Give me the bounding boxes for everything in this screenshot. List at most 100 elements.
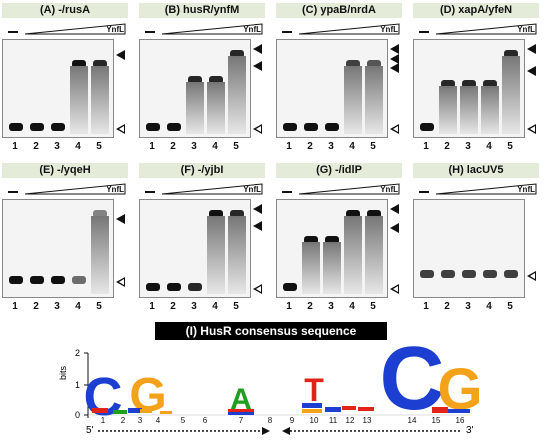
gel-smear bbox=[344, 66, 362, 134]
ynfl-label: YnfL bbox=[517, 25, 535, 34]
gel-band bbox=[230, 50, 244, 58]
complex-arrow-icon bbox=[116, 214, 125, 224]
lane-numbers: 1 2 3 4 5 bbox=[413, 141, 523, 153]
position-label: 14 bbox=[408, 416, 417, 425]
complex-arrow-icon bbox=[390, 204, 399, 214]
control-lane-dash bbox=[8, 31, 18, 33]
ynfl-label: YnfL bbox=[106, 185, 124, 194]
lane-number: 2 bbox=[444, 141, 450, 152]
small-C-pos11 bbox=[325, 407, 341, 412]
gel-band bbox=[325, 236, 339, 244]
control-lane-dash bbox=[145, 31, 155, 33]
letter-A-pos7: A bbox=[230, 383, 252, 416]
lane-numbers: 1 2 3 4 5 bbox=[413, 301, 523, 313]
free-dna-arrow-icon bbox=[390, 124, 399, 134]
small-T-pos13 bbox=[358, 407, 374, 411]
gel-band bbox=[209, 210, 223, 218]
gel-band bbox=[93, 60, 107, 68]
gel-smear bbox=[302, 242, 320, 294]
lane-number: 3 bbox=[465, 301, 471, 312]
lane-number: 1 bbox=[149, 141, 155, 152]
lane-number: 2 bbox=[307, 301, 313, 312]
panel-title: (B) husR/ynfM bbox=[139, 3, 265, 18]
gel-band bbox=[93, 210, 107, 218]
complex-arrow-icon bbox=[390, 223, 399, 233]
letter-C-pos14: C bbox=[380, 335, 445, 429]
gel-image bbox=[413, 39, 525, 138]
lane-number: 1 bbox=[423, 301, 429, 312]
position-label: 9 bbox=[290, 416, 295, 425]
gel-smear bbox=[228, 56, 246, 134]
gel-band bbox=[420, 270, 434, 278]
lane-number: 4 bbox=[486, 301, 492, 312]
complex-arrow-icon bbox=[390, 44, 399, 54]
concentration-wedge bbox=[299, 183, 400, 195]
lane-number: 5 bbox=[370, 141, 376, 152]
position-label: 15 bbox=[432, 416, 441, 425]
gel-panel-g: (G) -/idlP YnfL 1 2 3 4 5 bbox=[274, 163, 406, 318]
lane-number: 1 bbox=[12, 301, 18, 312]
free-dna-arrow-icon bbox=[116, 277, 125, 287]
logo-title: (I) HusR consensus sequence bbox=[155, 322, 387, 340]
concentration-wedge bbox=[25, 23, 126, 35]
small-C-pos3 bbox=[128, 408, 142, 413]
small-C-pos7 bbox=[228, 412, 254, 415]
position-label: 2 bbox=[121, 416, 126, 425]
gel-panel-b: (B) husR/ynfM YnfL 1 2 3 4 5 bbox=[137, 3, 269, 158]
small-A-pos2 bbox=[113, 410, 127, 414]
gel-band bbox=[230, 210, 244, 218]
ynfl-label: YnfL bbox=[106, 25, 124, 34]
complex-arrow-icon bbox=[527, 66, 536, 76]
complex-arrow-icon bbox=[253, 61, 262, 71]
lane-number: 4 bbox=[349, 301, 355, 312]
gel-band bbox=[441, 80, 455, 88]
gel-band bbox=[146, 283, 160, 291]
lane-number: 3 bbox=[191, 301, 197, 312]
position-label: 11 bbox=[329, 416, 338, 425]
gel-band bbox=[146, 123, 160, 131]
concentration-wedge bbox=[25, 183, 126, 195]
control-lane-dash bbox=[145, 191, 155, 193]
gel-image bbox=[276, 199, 388, 298]
small-T-pos15 bbox=[432, 407, 448, 413]
gel-band bbox=[304, 236, 318, 244]
panel-title: (G) -/idlP bbox=[276, 163, 402, 178]
gel-image bbox=[2, 199, 114, 298]
gel-band bbox=[30, 123, 44, 131]
position-label: 7 bbox=[239, 416, 244, 425]
gel-band bbox=[9, 276, 23, 284]
lane-number: 1 bbox=[149, 301, 155, 312]
gel-panel-f: (F) -/yjbI YnfL 1 2 3 4 5 bbox=[137, 163, 269, 318]
lane-number: 5 bbox=[370, 301, 376, 312]
sequence-logo: 2 1 0 bits C G A T C G bbox=[0, 329, 550, 438]
y-tick-label-2: 2 bbox=[75, 348, 80, 358]
lane-numbers: 1 2 3 4 5 bbox=[276, 141, 386, 153]
position-label: 12 bbox=[346, 416, 355, 425]
gel-image bbox=[2, 39, 114, 138]
y-axis-label: bits bbox=[58, 366, 68, 381]
gel-image bbox=[276, 39, 388, 138]
strand-left-arrowhead bbox=[262, 427, 270, 435]
gel-smear bbox=[186, 82, 204, 134]
lane-number: 5 bbox=[507, 141, 513, 152]
lane-number: 2 bbox=[170, 301, 176, 312]
gel-smear bbox=[365, 216, 383, 294]
gel-smear bbox=[207, 82, 225, 134]
gel-band bbox=[51, 123, 65, 131]
complex-arrow-icon bbox=[390, 63, 399, 73]
lane-number: 2 bbox=[33, 141, 39, 152]
complex-arrow-icon bbox=[390, 54, 399, 64]
concentration-wedge bbox=[299, 23, 400, 35]
lane-number: 1 bbox=[286, 141, 292, 152]
control-lane-dash bbox=[419, 191, 429, 193]
gel-smear bbox=[460, 86, 478, 134]
lane-number: 2 bbox=[444, 301, 450, 312]
gel-band bbox=[188, 76, 202, 84]
lane-number: 4 bbox=[212, 141, 218, 152]
letter-G-pos3: G bbox=[129, 369, 166, 422]
gel-band bbox=[367, 210, 381, 218]
complex-arrow-icon bbox=[253, 204, 262, 214]
gel-panel-h: (H) lacUV5 YnfL 1 2 3 4 5 bbox=[411, 163, 543, 318]
lane-number: 1 bbox=[12, 141, 18, 152]
strand-5prime-label: 5' bbox=[86, 425, 94, 436]
